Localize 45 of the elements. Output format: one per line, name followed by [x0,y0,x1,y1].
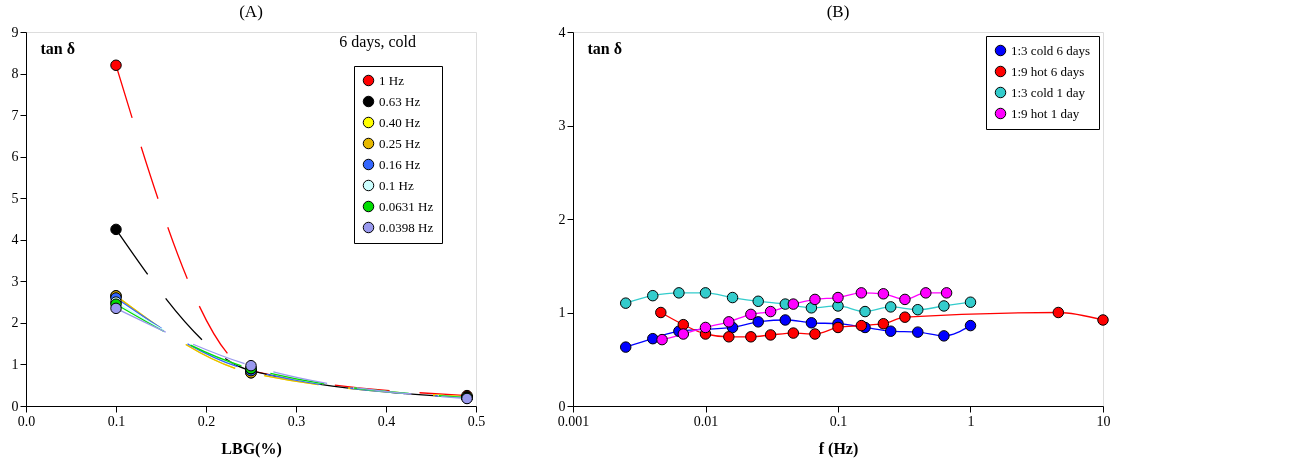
y-tick-label: 7 [11,107,19,123]
y-tick-label: 0 [11,398,19,414]
y-tick-label: 5 [11,190,19,206]
y-tick-label: 4 [558,24,566,40]
legend-label: 1:3 cold 6 days [1011,42,1091,58]
y-tick-label: 8 [11,66,19,82]
y-tick-label: 0 [558,398,566,414]
chart-title: (B) [826,2,850,21]
legend-label: 0.63 Hz [379,93,421,109]
legend-label: 1:3 cold 1 day [1011,84,1086,100]
annotation: 6 days, cold [339,33,416,51]
chart-title: (A) [239,2,263,21]
x-tick-label: 0.4 [377,413,396,429]
legend-label: 1:9 hot 6 days [1011,63,1085,79]
y-tick-label: 3 [558,118,566,133]
legend-label: 0.16 Hz [379,156,421,172]
legend-label: 0.0398 Hz [379,219,434,235]
x-tick-label: 0.5 [467,413,486,429]
y-tick-label: 1 [11,356,19,372]
y-axis-title: tan δ [40,39,76,57]
y-tick-label: 3 [11,273,19,289]
y-tick-label: 6 [11,149,19,165]
x-tick-label: 0.0 [17,413,36,429]
legend-label: 1:9 hot 1 day [1011,105,1080,121]
x-tick-label: 0.3 [287,413,306,429]
x-tick-label: 10 [1096,413,1111,429]
y-tick-label: 1 [558,305,566,320]
y-tick-label: 2 [558,211,566,227]
y-tick-label: 2 [11,315,19,331]
x-tick-label: 0.1 [107,413,126,429]
legend-label: 0.40 Hz [379,114,421,130]
x-tick-label: 0.01 [693,413,719,429]
legend-label: 0.0631 Hz [379,198,434,214]
y-tick-label: 4 [11,232,19,248]
x-tick-label: 0.001 [557,413,590,429]
y-tick-label: 9 [11,24,19,40]
x-tick-label: 1 [967,413,975,429]
y-axis-title: tan δ [587,39,623,57]
x-axis-title: LBG(%) [221,439,282,458]
legend-label: 1 Hz [379,72,405,88]
x-tick-label: 0.2 [197,413,216,429]
legend-label: 0.1 Hz [379,177,414,193]
x-tick-label: 0.1 [829,413,848,429]
x-axis-title: f (Hz) [818,439,859,458]
legend-label: 0.25 Hz [379,135,421,151]
